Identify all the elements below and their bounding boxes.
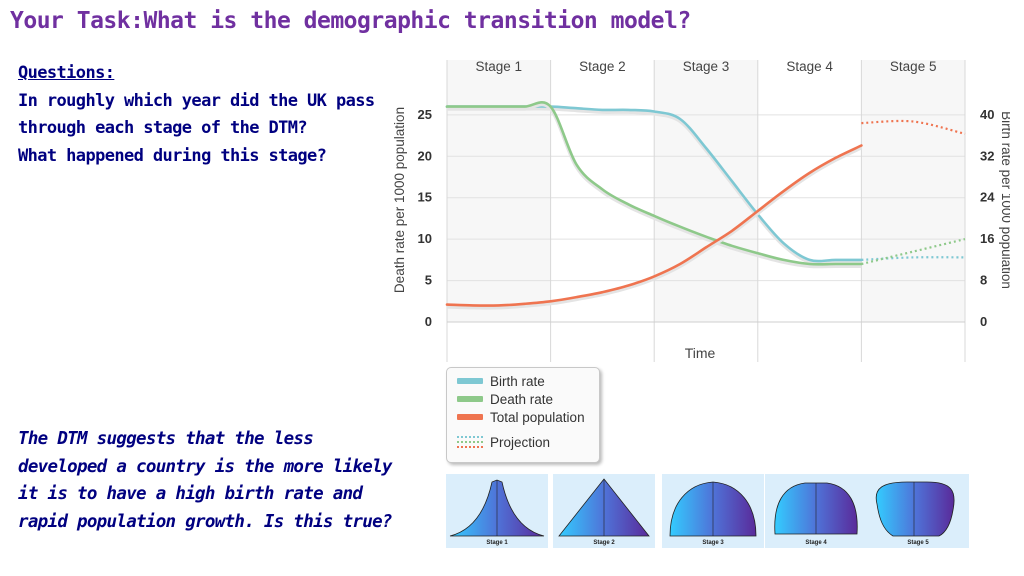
ytick-left-2: 10	[418, 231, 432, 246]
pyramid-label-4: Stage 4	[805, 540, 827, 546]
dtm-note: The DTM suggests that the less developed…	[18, 429, 392, 532]
legend-total-population: Total population	[457, 409, 585, 425]
series-projection-2	[861, 119, 966, 135]
ytick-left-1: 5	[425, 273, 432, 288]
pyramid-label-3: Stage 3	[702, 540, 724, 546]
stage-band-3	[654, 60, 758, 322]
legend-projection: Projection	[457, 430, 550, 454]
pyramid-stage-5-shape	[875, 481, 955, 537]
legend-swatch-death	[457, 396, 483, 402]
series-shadow-1	[446, 102, 862, 269]
legend-label-projection: Projection	[490, 434, 551, 450]
pyramid-label-1: Stage 1	[486, 540, 508, 546]
ytick-right-0: 0	[980, 314, 987, 329]
ytick-left-4: 20	[418, 148, 432, 163]
page-title: Your Task:What is the demographic transi…	[10, 8, 691, 34]
pyramid-stage-3-shape	[669, 481, 757, 537]
legend-label-birth: Birth rate	[490, 373, 545, 389]
series-line-1	[445, 101, 863, 266]
pyramid-stage-1-shape	[449, 479, 545, 537]
question-1: In roughly which year did the UK pass th…	[18, 90, 375, 139]
stage-band-5	[861, 60, 965, 322]
pyramid-stage-4: Stage 4	[765, 474, 867, 548]
pyramid-stage-4-shape	[774, 482, 858, 535]
legend-death-rate: Death rate	[457, 391, 553, 407]
series-shadow-2	[446, 145, 863, 310]
ylabel-left: Death rate per 1000 population	[392, 107, 407, 293]
ytick-left-3: 15	[418, 190, 432, 205]
ytick-right-4: 32	[980, 148, 994, 163]
legend-birth-rate: Birth rate	[457, 373, 545, 389]
chart-legend: Birth rate Death rate Total population P…	[446, 367, 600, 463]
pyramid-stage-3: Stage 3	[662, 474, 764, 548]
ytick-right-2: 16	[980, 231, 994, 246]
dtm-chart: Stage 1 Stage 2 Stage 3 Stage 4 Stage 5 0 5 10 1…	[392, 59, 1010, 362]
series-projection-0	[861, 256, 966, 261]
series-line-2	[445, 144, 863, 307]
stage-label-5: Stage 5	[890, 59, 937, 74]
legend-swatch-projection	[457, 436, 483, 448]
question-2: What happened during this stage?	[18, 145, 327, 166]
stage-label-4: Stage 4	[786, 59, 833, 74]
pyramid-label-5: Stage 5	[907, 540, 929, 546]
pyramid-stage-2: Stage 2	[553, 474, 655, 548]
stage-band-1	[447, 60, 551, 322]
series-projection-1	[861, 238, 966, 266]
questions-block: Questions: In roughly which year did the…	[18, 60, 378, 170]
ylabel-right: Birth rate per 1000 population	[999, 111, 1010, 289]
ytick-right-3: 24	[980, 190, 995, 205]
stage-label-1: Stage 1	[476, 59, 523, 74]
pyramid-label-2: Stage 2	[593, 540, 615, 546]
stage-label-3: Stage 3	[683, 59, 730, 74]
legend-label-population: Total population	[490, 409, 585, 425]
questions-heading: Questions:	[18, 63, 115, 83]
legend-label-death: Death rate	[490, 391, 554, 407]
legend-swatch-population	[457, 414, 483, 420]
xlabel: Time	[685, 345, 716, 361]
pyramid-stage-5: Stage 5	[867, 474, 969, 548]
legend-swatch-birth	[457, 378, 483, 384]
pyramid-stage-1: Stage 1	[446, 474, 548, 548]
ytick-left-0: 0	[425, 314, 432, 329]
pyramid-stage-2-shape	[558, 478, 650, 537]
stage-label-2: Stage 2	[579, 59, 626, 74]
ytick-right-1: 8	[980, 273, 987, 288]
ytick-left-5: 25	[418, 107, 432, 122]
ytick-right-5: 40	[980, 107, 994, 122]
